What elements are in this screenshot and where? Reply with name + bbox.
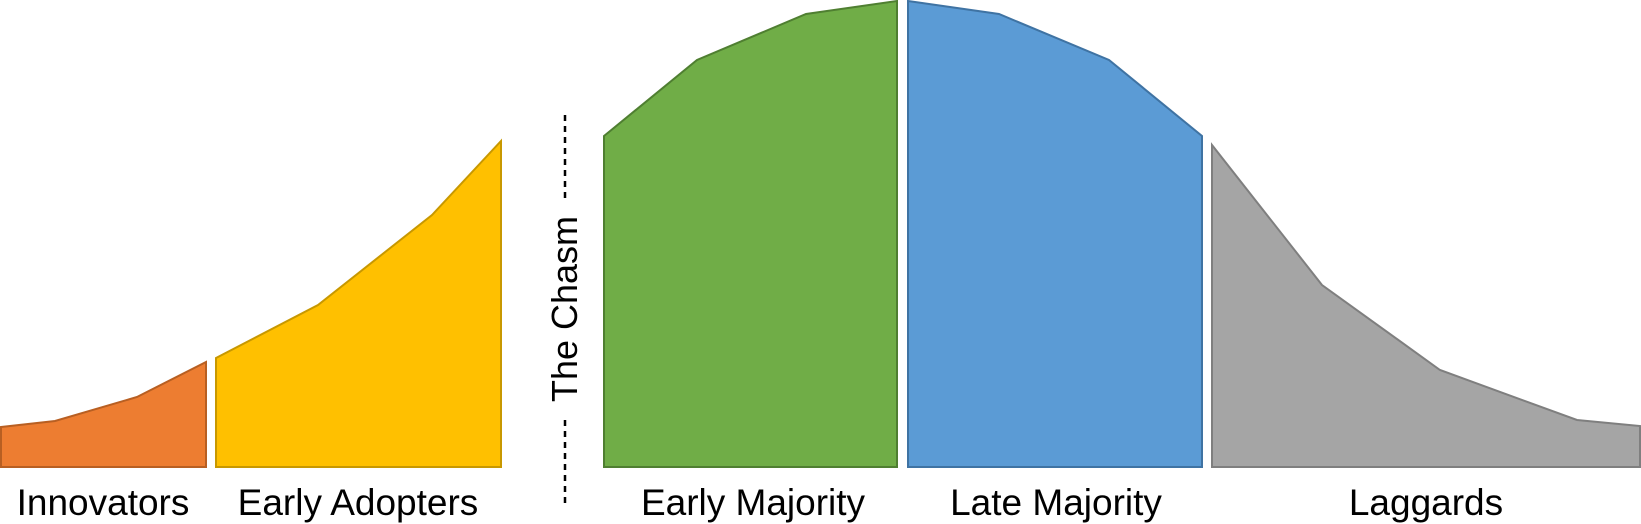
innovators-segment [0,360,207,468]
early-majority-segment [603,0,898,468]
laggards-segment [1211,142,1641,468]
late-majority-segment [907,0,1203,468]
early-adopters-label: Early Adopters [238,482,479,523]
innovators-label: Innovators [17,482,190,523]
laggards-label: Laggards [1349,482,1503,523]
early-adopters-segment [215,138,502,468]
chasm-label: The Chasm [544,216,585,402]
early-majority-label: Early Majority [641,482,866,523]
late-majority-label: Late Majority [950,482,1162,523]
